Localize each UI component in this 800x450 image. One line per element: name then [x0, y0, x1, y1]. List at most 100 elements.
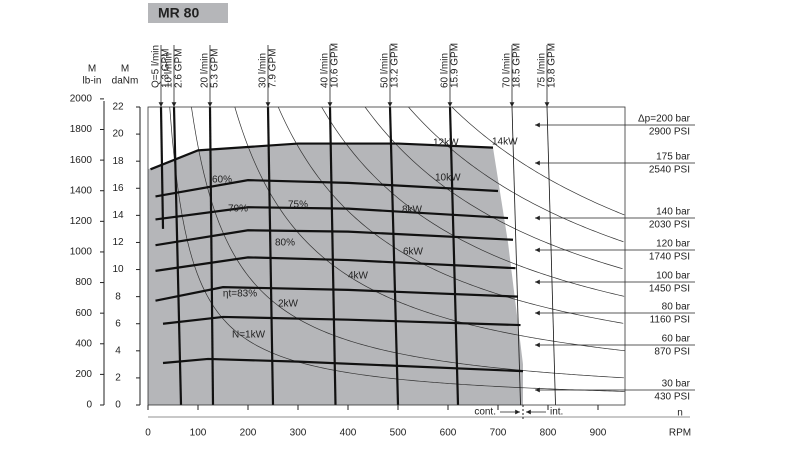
y2-title: M [88, 64, 96, 75]
chart-title: MR 80 [158, 5, 199, 21]
y-tick-label: 8 [115, 291, 121, 302]
y2-tick-label: 200 [75, 369, 92, 380]
psi-label: 1450 PSI [649, 284, 690, 295]
flow-label: 70 l/min [502, 53, 513, 88]
power-label: N=1kW [232, 330, 266, 341]
psi-label: 2540 PSI [649, 165, 690, 176]
y-tick-label: 18 [112, 156, 124, 167]
pressure-line [155, 256, 516, 272]
y-tick-label: 22 [112, 102, 124, 113]
y-title: daNm [112, 76, 139, 87]
x-tick-label: 400 [340, 428, 357, 439]
y-tick-label: 16 [112, 183, 124, 194]
pressure-label: 175 bar [656, 152, 691, 163]
x-tick-label: 0 [145, 428, 151, 439]
x-title: n [677, 408, 683, 419]
flow-gpm-label: 18.5 GPM [512, 43, 523, 88]
y2-tick-label: 1800 [70, 124, 93, 135]
flow-gpm-label: 13.2 GPM [390, 43, 401, 88]
power-label: 6kW [403, 247, 424, 258]
power-curve [191, 107, 624, 379]
y2-title: lb-in [83, 76, 102, 87]
power-label: 14kW [492, 137, 518, 148]
power-curve [234, 107, 625, 352]
efficiency-label: 70% [228, 204, 248, 215]
pressure-label: 30 bar [662, 379, 691, 390]
power-label: 2kW [278, 299, 299, 310]
flow-gpm-label: 5.3 GPM [210, 49, 221, 88]
efficiency-label: ηt=83% [223, 289, 257, 300]
flow-label: 60 l/min [440, 53, 451, 88]
y-tick-label: 20 [112, 129, 124, 140]
power-curve [451, 107, 625, 216]
flow-line [159, 107, 165, 229]
flow-label: 30 l/min [258, 53, 269, 88]
flow-line [266, 107, 275, 405]
efficiency-label: 80% [275, 238, 295, 249]
power-curve [321, 107, 625, 297]
title-box [148, 3, 228, 23]
y2-tick-label: 1200 [70, 216, 93, 227]
pressure-label: 60 bar [662, 334, 691, 345]
pressure-line [155, 206, 509, 221]
y-tick-label: 0 [115, 400, 121, 411]
pressure-line [155, 229, 514, 247]
y-tick-label: 6 [115, 318, 121, 329]
pressure-line [162, 315, 521, 327]
psi-label: 2030 PSI [649, 220, 690, 231]
x-tick-label: 700 [490, 428, 507, 439]
y-tick-label: 4 [115, 345, 121, 356]
pressure-label: 100 bar [656, 271, 691, 282]
y-title: M [121, 64, 129, 75]
flow-label: 75 l/min [537, 53, 548, 88]
flow-gpm-label: 10.6 GPM [330, 43, 341, 88]
psi-label: 1740 PSI [649, 252, 690, 263]
flow-gpm-label: 1.3 GPM [161, 49, 172, 88]
power-label: 8kW [402, 205, 423, 216]
power-label: 12kW [433, 138, 459, 149]
y2-tick-label: 600 [75, 308, 92, 319]
y-tick-label: 2 [115, 373, 121, 384]
x-tick-label: 500 [390, 428, 407, 439]
pressure-label: 140 bar [656, 207, 691, 218]
x-title: RPM [669, 428, 691, 439]
flow-label: 20 l/min [200, 53, 211, 88]
pressure-label: 120 bar [656, 239, 691, 250]
psi-label: 430 PSI [654, 392, 690, 403]
y2-tick-label: 800 [75, 277, 92, 288]
flow-gpm-label: 19.8 GPM [547, 43, 558, 88]
power-curve [277, 107, 624, 324]
flow-line [448, 107, 460, 405]
x-tick-label: 200 [240, 428, 257, 439]
psi-label: 2900 PSI [649, 127, 690, 138]
x-tick-label: 600 [440, 428, 457, 439]
flow-label: Q=5 l/min [151, 45, 162, 88]
efficiency-label: 60% [212, 175, 232, 186]
pressure-label: Δp=200 bar [638, 114, 691, 125]
cont-label: cont. [474, 407, 496, 418]
power-label: 10kW [435, 173, 461, 184]
pressure-line [155, 286, 519, 302]
psi-label: 870 PSI [654, 347, 690, 358]
flow-line [328, 107, 337, 405]
flow-label: 40 l/min [320, 53, 331, 88]
y2-tick-label: 400 [75, 338, 92, 349]
y2-tick-label: 1400 [70, 185, 93, 196]
flow-line [172, 107, 183, 405]
flow-line [208, 107, 215, 405]
flow-label: 50 l/min [380, 53, 391, 88]
flow-gpm-label: 15.9 GPM [450, 43, 461, 88]
int-label: int. [550, 407, 563, 418]
pressure-label: 80 bar [662, 302, 691, 313]
plot-frame [147, 106, 626, 406]
pressure-line [150, 142, 494, 171]
x-tick-label: 900 [590, 428, 607, 439]
y2-tick-label: 2000 [70, 94, 93, 105]
power-curve [408, 107, 624, 243]
x-tick-label: 100 [190, 428, 207, 439]
plot-area [148, 107, 625, 405]
y2-tick-label: 1000 [70, 247, 93, 258]
pressure-line [155, 179, 499, 198]
y-tick-label: 12 [112, 237, 124, 248]
